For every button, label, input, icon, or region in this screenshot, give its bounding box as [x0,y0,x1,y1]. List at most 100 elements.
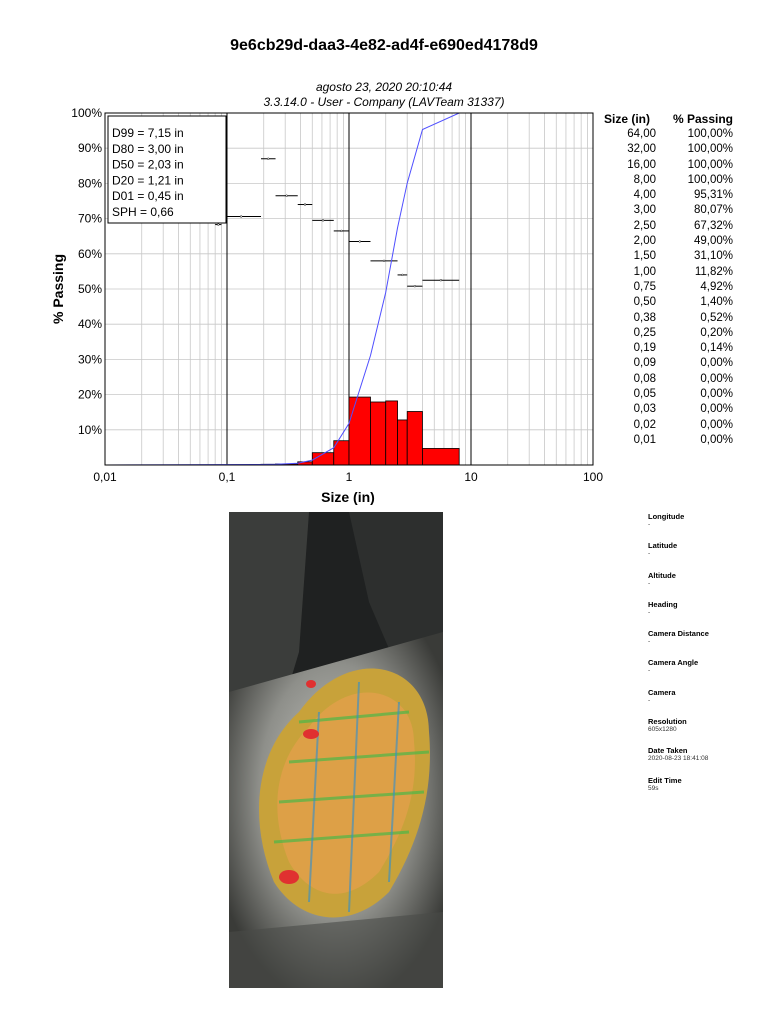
report-title: 9e6cb29d-daa3-4e82-ad4f-e690ed4178d9 [230,37,538,54]
shape-marker-dot [267,157,270,160]
histogram-bar [385,400,398,466]
y-tick-label: 20% [78,388,102,402]
passing-cell: 0,00% [700,403,733,416]
table-row: 0,50 1,40% [604,295,754,310]
shape-marker-dot [439,279,442,282]
passing-cell: 0,00% [700,433,733,446]
metadata-label: Date Taken [648,746,688,756]
table-row: 0,38 0,52% [604,311,754,326]
shape-marker-dot [401,273,404,277]
table-row: 3,00 80,07% [604,203,754,218]
metadata-item: Altitude - [648,571,763,600]
size-cell: 0,03 [633,403,656,416]
y-tick-label: 60% [78,247,102,261]
metadata-label: Camera Angle [648,658,699,668]
x-tick-label: 0,01 [93,470,117,484]
passing-cell: 80,07% [693,204,733,217]
passing-cell: 11,82% [694,265,733,278]
histogram-bar [397,419,408,466]
stats-line: D50 = 2,03 in [112,158,184,172]
metadata-item: Camera Distance - [648,629,763,658]
metadata-value: - [648,521,651,528]
passing-cell: 1,40% [700,296,733,309]
stats-line: SPH = 0,66 [112,205,174,219]
x-tick-label: 10 [464,470,478,484]
y-tick-label: 80% [78,176,102,190]
chart-version-line: 3.3.14.0 - User - Company (LAVTeam 31337… [263,95,504,109]
stats-line: D99 = 7,15 in [112,126,184,140]
size-cell: 4,00 [633,189,656,202]
shape-marker-dot [240,215,243,218]
metadata-label: Altitude [648,570,676,580]
size-cell: 2,00 [633,235,656,248]
chart-date-line: agosto 23, 2020 20:10:44 [316,80,452,94]
table-row: 32,00 100,00% [604,142,754,157]
passing-table: Size (in) % Passing 64,00 100,00% 32,00 100… [604,112,754,448]
metadata-value: - [648,608,651,616]
table-row: 0,08 0,00% [604,372,754,387]
table-row: 16,00 100,00% [604,158,754,173]
passing-cell: 0,00% [700,372,733,385]
passing-cell: 49,00% [693,235,733,248]
shape-marker-dot [217,223,220,226]
fragmentation-photo [229,512,443,988]
shape-marker-dot [340,229,343,233]
size-cell: 0,19 [633,342,656,355]
x-axis-label: Size (in) [321,489,375,505]
metadata-item: Resolution 605x1280 [648,717,763,746]
histogram-bar [348,396,371,466]
histogram-bar [422,448,460,466]
y-tick-label: 10% [78,423,102,437]
passing-cell: 0,52% [700,311,733,324]
shape-marker-dot [413,285,416,288]
metadata-value: 59s [648,784,659,792]
histogram-bar [406,411,423,466]
size-cell: 0,25 [633,326,656,339]
size-cell: 1,50 [633,250,656,263]
y-tick-label: 70% [78,212,102,226]
passing-cell: 67,32% [693,219,733,232]
x-tick-label: 0,1 [219,470,236,484]
table-row: 4,00 95,31% [604,188,754,203]
histogram-bar [370,401,387,466]
y-tick-label: 90% [78,141,102,155]
histogram-bar [311,452,335,466]
passing-cell: 100,00% [687,143,733,156]
metadata-item: Latitude - [648,541,763,570]
metadata-label: Heading [648,599,678,609]
table-row: 0,02 0,00% [604,418,754,433]
size-cell: 32,00 [627,143,656,156]
photo-metadata: Longitude - Latitude - Altitude - Heading - Came… [648,512,763,805]
passing-cell: 100,00% [687,173,733,186]
size-distribution-chart: agosto 23, 2020 20:10:443.3.14.0 - User … [50,80,603,505]
size-header: Size (in) [604,112,651,126]
size-cell: 16,00 [627,158,656,171]
passing-cell: 0,00% [700,357,733,370]
passing-cell: 0,00% [700,388,733,401]
metadata-value: - [648,550,651,558]
metadata-item: Date Taken 2020-08-23 18:41:08 [648,746,763,775]
metadata-item: Edit Time 59s [648,776,763,805]
metadata-label: Edit Time [648,775,682,785]
size-cell: 0,08 [633,372,656,385]
shape-marker-dot [285,194,288,197]
size-cell: 0,38 [633,311,656,324]
size-cell: 0,02 [633,418,656,431]
metadata-item: Heading - [648,600,763,629]
metadata-item: Longitude - [648,512,763,541]
passing-cell: 4,92% [700,280,733,293]
metadata-value: - [648,579,651,587]
metadata-value: - [648,696,651,704]
shape-marker-dot [321,219,325,222]
passing-header: % Passing [672,112,733,126]
passing-cell: 0,00% [700,418,733,431]
passing-cell: 95,31% [693,189,733,202]
metadata-label: Resolution [648,717,687,727]
stats-line: D20 = 1,21 in [112,173,184,187]
table-row: 0,25 0,20% [604,326,754,341]
table-row: 0,01 0,00% [604,433,754,448]
y-tick-label: 40% [78,317,102,331]
x-tick-label: 100 [583,470,603,484]
table-row: 2,50 67,32% [604,219,754,234]
passing-cell: 0,14% [700,342,733,355]
